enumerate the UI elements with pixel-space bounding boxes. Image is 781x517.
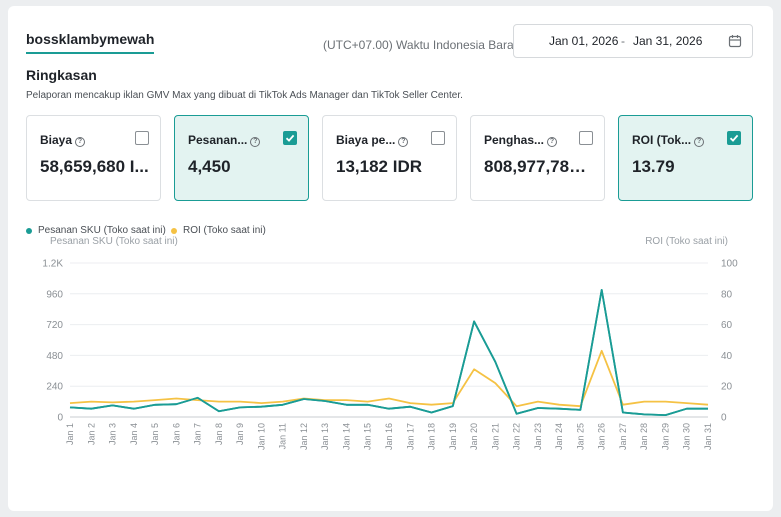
legend-dot xyxy=(26,227,32,234)
metric-label: Biaya? xyxy=(40,133,86,147)
checkmark-icon xyxy=(729,134,739,142)
y-axis-left-title: Pesanan SKU (Toko saat ini) xyxy=(50,236,178,247)
y-left-tick-label: 1.2K xyxy=(42,259,63,270)
x-tick-label: Jan 13 xyxy=(320,423,330,450)
report-panel: bossklambymewah (UTC+07.00) Waktu Indone… xyxy=(8,6,773,511)
x-tick-label: Jan 14 xyxy=(341,423,351,450)
timezone-label: (UTC+07.00) Waktu Indonesia Barat xyxy=(323,38,517,52)
metric-card-roi[interactable]: ROI (Tok...? 13.79 xyxy=(618,115,753,201)
metric-checkbox[interactable] xyxy=(283,131,297,145)
metric-label: Penghas...? xyxy=(484,133,558,147)
x-tick-label: Jan 6 xyxy=(171,423,181,445)
metric-label: Biaya pe...? xyxy=(336,133,409,147)
y-left-tick-label: 960 xyxy=(46,289,63,300)
x-tick-label: Jan 9 xyxy=(235,423,245,445)
x-tick-label: Jan 27 xyxy=(618,423,628,450)
help-icon[interactable]: ? xyxy=(694,137,705,147)
x-tick-label: Jan 31 xyxy=(703,423,713,450)
x-tick-label: Jan 16 xyxy=(384,423,394,450)
metric-label: ROI (Tok...? xyxy=(632,133,705,147)
x-tick-label: Jan 28 xyxy=(639,423,649,450)
x-tick-label: Jan 21 xyxy=(490,423,500,450)
calendar-icon xyxy=(728,35,742,48)
x-tick-label: Jan 8 xyxy=(214,423,224,445)
shop-tab[interactable]: bossklambymewah xyxy=(26,31,155,54)
summary-description: Pelaporan mencakup iklan GMV Max yang di… xyxy=(26,90,463,101)
x-tick-label: Jan 7 xyxy=(193,423,203,445)
help-icon[interactable]: ? xyxy=(250,137,261,147)
x-tick-label: Jan 1 xyxy=(65,423,75,445)
metric-card-cost-per-order[interactable]: Biaya pe...? 13,182 IDR xyxy=(322,115,457,201)
legend-dot xyxy=(171,227,177,234)
date-start: Jan 01, 2026 xyxy=(549,34,619,48)
metric-card-orders[interactable]: Pesanan...? 4,450 xyxy=(174,115,309,201)
x-tick-label: Jan 17 xyxy=(405,423,415,450)
metric-checkbox[interactable] xyxy=(727,131,741,145)
metric-checkbox[interactable] xyxy=(579,131,593,145)
x-tick-label: Jan 18 xyxy=(427,423,437,450)
x-tick-label: Jan 20 xyxy=(469,423,479,450)
line-chart: Pesanan SKU (Toko saat ini) ROI (Toko saa… xyxy=(42,236,738,450)
x-tick-label: Jan 29 xyxy=(660,423,670,450)
series-line-roi xyxy=(69,349,709,408)
y-right-tick-label: 100 xyxy=(721,259,738,270)
x-tick-label: Jan 24 xyxy=(554,423,564,450)
x-tick-label: Jan 5 xyxy=(150,423,160,445)
x-tick-label: Jan 3 xyxy=(108,423,118,445)
legend-label: Pesanan SKU (Toko saat ini) xyxy=(38,225,166,236)
y-left-tick-label: 240 xyxy=(46,382,63,393)
x-tick-label: Jan 2 xyxy=(86,423,96,445)
y-left-tick-label: 0 xyxy=(57,413,63,424)
x-tick-label: Jan 10 xyxy=(256,423,266,450)
x-tick-label: Jan 22 xyxy=(512,423,522,450)
legend-item-orders[interactable]: Pesanan SKU (Toko saat ini) xyxy=(26,225,166,236)
summary-title: Ringkasan xyxy=(26,67,97,83)
x-tick-label: Jan 4 xyxy=(129,423,139,445)
date-end: Jan 31, 2026 xyxy=(633,34,703,48)
help-icon[interactable]: ? xyxy=(75,137,86,147)
date-range-picker[interactable]: Jan 01, 2026 - Jan 31, 2026 xyxy=(513,24,753,58)
metric-checkbox[interactable] xyxy=(431,131,445,145)
y-right-tick-label: 60 xyxy=(721,320,733,331)
x-tick-label: Jan 11 xyxy=(278,423,288,449)
metric-card-revenue[interactable]: Penghas...? 808,977,780 ... xyxy=(470,115,605,201)
y-right-tick-label: 0 xyxy=(721,413,727,424)
metric-label: Pesanan...? xyxy=(188,133,261,147)
legend-item-roi[interactable]: ROI (Toko saat ini) xyxy=(171,225,266,236)
y-left-tick-label: 720 xyxy=(46,320,63,331)
legend-label: ROI (Toko saat ini) xyxy=(183,225,266,236)
help-icon[interactable]: ? xyxy=(398,137,409,147)
date-separator: - xyxy=(621,34,625,48)
checkmark-icon xyxy=(285,134,295,142)
y-axis-right-title: ROI (Toko saat ini) xyxy=(645,236,728,247)
y-right-tick-label: 20 xyxy=(721,382,733,393)
x-tick-label: Jan 26 xyxy=(597,423,607,450)
x-tick-label: Jan 25 xyxy=(575,423,585,450)
y-right-tick-label: 80 xyxy=(721,289,733,300)
metric-card-cost[interactable]: Biaya? 58,659,680 I... xyxy=(26,115,161,201)
help-icon[interactable]: ? xyxy=(547,137,558,147)
y-right-tick-label: 40 xyxy=(721,351,733,362)
x-tick-label: Jan 30 xyxy=(682,423,692,450)
series-line-orders-overlay xyxy=(69,288,708,417)
x-tick-label: Jan 19 xyxy=(448,423,458,450)
x-tick-label: Jan 12 xyxy=(299,423,309,450)
metric-checkbox[interactable] xyxy=(135,131,149,145)
x-tick-label: Jan 23 xyxy=(533,423,543,450)
x-tick-label: Jan 15 xyxy=(363,423,373,450)
y-left-tick-label: 480 xyxy=(46,351,63,362)
